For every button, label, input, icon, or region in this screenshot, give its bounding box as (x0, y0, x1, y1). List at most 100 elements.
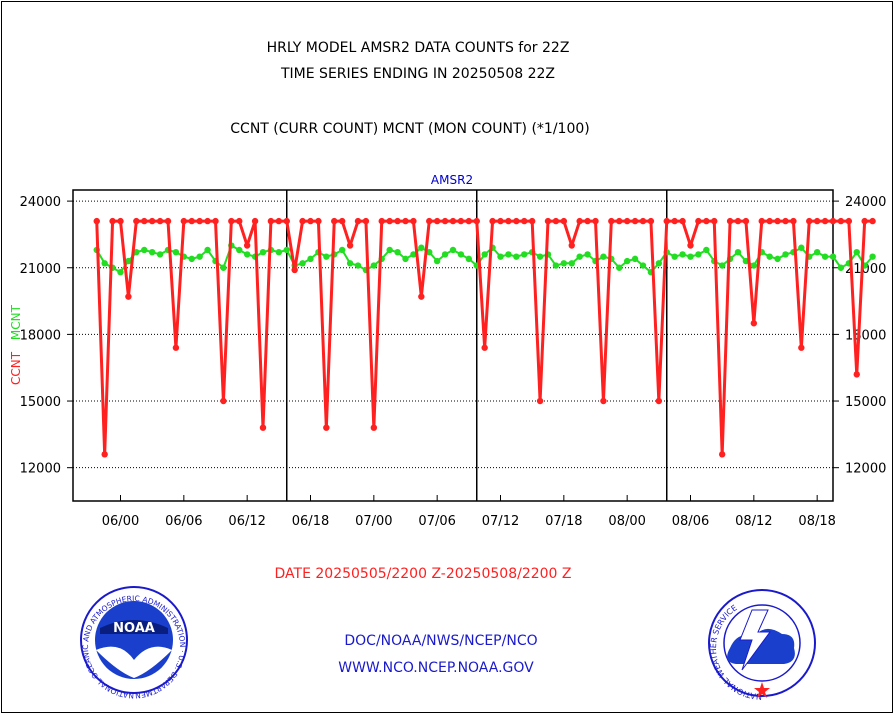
mcnt-point (623, 257, 631, 265)
mcnt-point (695, 251, 702, 258)
mcnt-point (402, 255, 409, 263)
mcnt-point (394, 249, 401, 256)
ccnt-point (695, 217, 702, 225)
mcnt-point (370, 262, 378, 269)
ccnt-point (148, 217, 156, 225)
mcnt-point (465, 255, 473, 263)
ccnt-point (726, 217, 734, 225)
mcnt-point (568, 260, 575, 267)
ccnt-point (101, 451, 108, 458)
ccnt-point (513, 217, 520, 225)
ccnt-point (544, 217, 552, 225)
mcnt-point (576, 253, 583, 260)
ccnt-point (164, 217, 172, 225)
mcnt-point (497, 253, 504, 260)
ccnt-point (228, 217, 235, 225)
ccnt-point (798, 344, 805, 351)
ccnt-point (220, 397, 227, 405)
ccnt-point (837, 217, 845, 225)
mcnt-point (679, 251, 686, 258)
ccnt-point (505, 217, 512, 225)
org-label: DOC/NOAA/NWS/NCEP/NCO (344, 633, 537, 649)
ccnt-point (750, 320, 758, 327)
mcnt-point (616, 264, 623, 271)
ccnt-point (251, 217, 259, 225)
ccnt-point (600, 397, 607, 405)
ccnt-point (742, 217, 750, 225)
mcnt-point (560, 260, 568, 267)
ccnt-point (718, 451, 726, 458)
x-tick-label: 08/06 (672, 514, 709, 529)
y-tick-label-left: 21000 (20, 262, 61, 277)
ccnt-point (125, 293, 132, 300)
mcnt-point (283, 246, 290, 254)
ccnt-point (568, 242, 575, 249)
ccnt-point (623, 217, 631, 225)
ccnt-point (655, 397, 663, 405)
ccnt-point (236, 217, 243, 225)
x-tick-label: 07/00 (355, 514, 392, 529)
plot-title: AMSR2 (431, 173, 473, 187)
mcnt-point (346, 260, 354, 267)
ccnt-point (267, 217, 275, 225)
y-tick-label-right: 18000 (845, 328, 886, 343)
x-tick-label: 06/00 (102, 514, 139, 529)
mcnt-point (236, 246, 243, 254)
x-tick-label: 08/18 (798, 514, 835, 529)
ccnt-point (861, 217, 868, 225)
ccnt-point (536, 397, 544, 405)
mcnt-point (671, 253, 678, 260)
mcnt-point (338, 246, 346, 254)
ccnt-point (631, 217, 639, 225)
y-tick-label-left: 24000 (20, 195, 61, 210)
ccnt-point (426, 217, 433, 225)
ccnt-point (457, 217, 465, 225)
mcnt-point (418, 244, 425, 251)
ccnt-point (790, 217, 797, 225)
ccnt-point (806, 217, 813, 225)
ccnt-point (845, 217, 853, 225)
ccnt-point (338, 217, 346, 225)
mcnt-point (259, 249, 267, 256)
ccnt-point (489, 217, 496, 225)
mcnt-point (117, 268, 124, 276)
y-label-ccnt: CCNT (9, 351, 23, 385)
y-axis-left-ticks: 12000 15000 18000 21000 24000 (20, 195, 73, 477)
ccnt-point (813, 217, 821, 225)
mcnt-point (275, 249, 283, 256)
title-line-1: HRLY MODEL AMSR2 DATA COUNTS for 22Z (267, 40, 570, 56)
ccnt-point (687, 242, 694, 249)
x-tick-label: 08/00 (608, 514, 645, 529)
ccnt-point (592, 217, 599, 225)
ccnt-point (394, 217, 401, 225)
mcnt-point (584, 251, 591, 258)
ccnt-point (766, 217, 773, 225)
mcnt-point (513, 253, 520, 260)
y-tick-label-left: 18000 (20, 328, 61, 343)
ccnt-point (354, 217, 362, 225)
ccnt-point (180, 217, 188, 225)
y-label-mcnt: MCNT (9, 304, 23, 340)
ccnt-point (449, 217, 457, 225)
mcnt-point (687, 253, 694, 260)
mcnt-point (782, 251, 789, 258)
mcnt-point (750, 262, 758, 269)
mcnt-point (481, 251, 488, 258)
y-axis-label: CCNT MCNT (9, 304, 23, 385)
ccnt-point (758, 217, 765, 225)
mcnt-point (354, 262, 362, 269)
url-label: WWW.NCO.NCEP.NOAA.GOV (338, 660, 534, 676)
ccnt-point (117, 217, 124, 225)
ccnt-point (323, 424, 330, 431)
ccnt-point (679, 217, 686, 225)
ccnt-point (109, 217, 116, 225)
mcnt-point (813, 249, 821, 256)
mcnt-point (631, 255, 639, 263)
ccnt-point (441, 217, 449, 225)
ccnt-point (433, 217, 441, 225)
mcnt-point (204, 246, 211, 254)
ccnt-point (853, 371, 860, 378)
mcnt-point (798, 244, 805, 251)
ccnt-point (315, 217, 322, 225)
ccnt-point (133, 217, 140, 225)
